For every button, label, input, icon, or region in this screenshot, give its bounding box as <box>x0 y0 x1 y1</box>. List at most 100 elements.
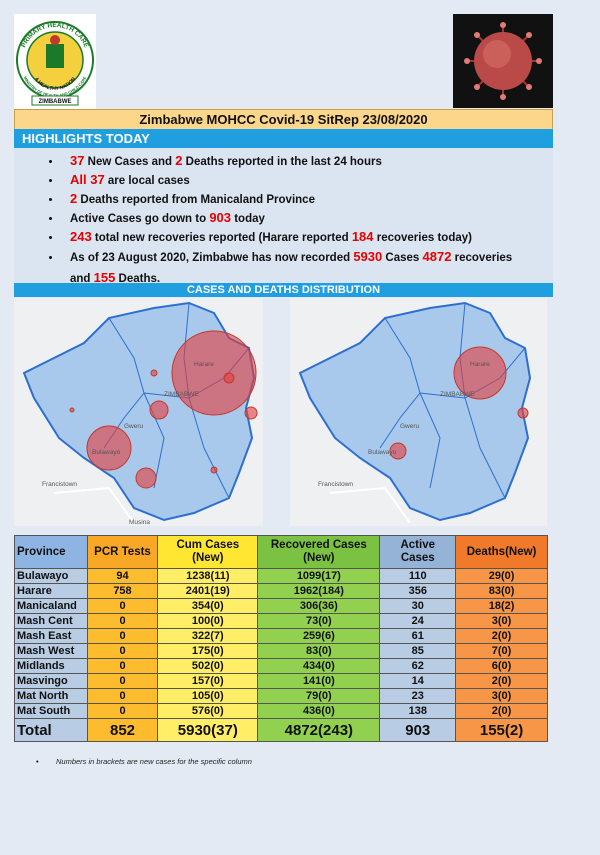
total-cell: 4872(243) <box>257 718 381 742</box>
highlight-number: 903 <box>209 210 232 225</box>
province-border <box>188 397 230 499</box>
total-cell: 155(2) <box>455 718 548 742</box>
highlight-number: 5930 <box>353 249 383 264</box>
column-header: PCR Tests <box>86 535 159 569</box>
highlight-number: 243 <box>70 229 92 244</box>
table-cell: Bulawayo <box>14 568 88 584</box>
table-cell: 175(0) <box>157 643 259 659</box>
logo-banner: ZIMBABWE <box>39 99 72 105</box>
table-cell: 79(0) <box>257 688 381 704</box>
map-label: Harare <box>194 361 214 368</box>
table-cell: 18(2) <box>455 598 548 614</box>
data-row: Mat South 0 576(0) 436(0) 138 2(0) <box>14 703 548 719</box>
table-cell: 30 <box>379 598 457 614</box>
table-cell: 1962(184) <box>257 583 381 599</box>
data-row: Mash Cent 0 100(0) 73(0) 24 3(0) <box>14 613 548 629</box>
highlight-number: 4872 <box>422 249 452 264</box>
case-bubble <box>517 407 529 419</box>
case-bubble <box>86 425 132 471</box>
table-cell: 576(0) <box>157 703 259 719</box>
table-cell: 758 <box>86 583 159 599</box>
table-cell: 61 <box>379 628 457 644</box>
table-cell: 94 <box>86 568 159 584</box>
footnote-bullet: • <box>36 757 39 766</box>
table-cell: Mash Cent <box>14 613 88 629</box>
table-cell: Mash West <box>14 643 88 659</box>
column-header: Province <box>14 535 88 569</box>
table-cell: Masvingo <box>14 673 88 689</box>
table-cell: Mat North <box>14 688 88 704</box>
table-cell: Midlands <box>14 658 88 674</box>
table-cell: 259(6) <box>257 628 381 644</box>
data-row: Manicaland 0 354(0) 306(36) 30 18(2) <box>14 598 548 614</box>
table-cell: Mat South <box>14 703 88 719</box>
table-cell: 7(0) <box>455 643 548 659</box>
bullet-text: recoveries and <box>70 252 516 285</box>
table-cell: 3(0) <box>455 613 548 629</box>
table-cell: 0 <box>86 613 159 629</box>
table-cell: 3(0) <box>455 688 548 704</box>
highlights-heading: HIGHLIGHTS TODAY <box>14 129 553 148</box>
table-cell: 138 <box>379 703 457 719</box>
map-label: Gweru <box>400 423 420 430</box>
bullet-item: 243 total new recoveries reported (Harar… <box>62 228 533 247</box>
maps: Harare ZIMBABWE Gweru Bulawayo Francistown Mu… <box>14 298 547 526</box>
map-label: Francistown <box>318 481 353 488</box>
table-cell: 83(0) <box>257 643 381 659</box>
footnote: Numbers in brackets are new cases for th… <box>56 757 252 766</box>
table-cell: 0 <box>86 703 159 719</box>
map-label: Bulawayo <box>368 449 397 456</box>
table-cell: 436(0) <box>257 703 381 719</box>
map-label: Gweru <box>124 423 144 430</box>
bullet-text: New Cases and <box>84 156 176 168</box>
table-cell: Harare <box>14 583 88 599</box>
column-header: Cum Cases (New) <box>157 535 259 569</box>
bullet-text: Active Cases go down to <box>70 213 210 225</box>
table-cell: 306(36) <box>257 598 381 614</box>
data-row: Midlands 0 502(0) 434(0) 62 6(0) <box>14 658 548 674</box>
data-row: Mash East 0 322(7) 259(6) 61 2(0) <box>14 628 548 644</box>
highlight-number: 2 <box>175 153 183 168</box>
bullet-text: Deaths. <box>115 273 161 285</box>
table-cell: 0 <box>86 598 159 614</box>
case-bubble <box>150 369 158 377</box>
case-bubble <box>210 466 218 474</box>
table-cell: 0 <box>86 673 159 689</box>
total-cell: Total <box>14 718 88 742</box>
virus-image <box>453 14 553 108</box>
table-cell: 322(7) <box>157 628 259 644</box>
data-row: Harare 758 2401(19) 1962(184) 356 83(0) <box>14 583 548 599</box>
table-cell: 0 <box>86 643 159 659</box>
map-label: ZIMBABWE <box>440 391 475 398</box>
total-cell: 852 <box>86 718 159 742</box>
bullet-text: Deaths reported in the last 24 hours <box>182 156 382 168</box>
case-bubble <box>453 346 507 400</box>
province-table: Province PCR Tests Cum Cases (New) Recovere… <box>14 535 548 742</box>
table-cell: 2401(19) <box>157 583 259 599</box>
highlight-number: 155 <box>93 270 116 285</box>
data-row: Bulawayo 94 1238(11) 1099(17) 110 29(0) <box>14 568 548 584</box>
table-cell: 110 <box>379 568 457 584</box>
bullet-list: 37 New Cases and 2 Deaths reported in th… <box>14 148 553 289</box>
data-row: Mat North 0 105(0) 79(0) 23 3(0) <box>14 688 548 704</box>
table-cell: 2(0) <box>455 628 548 644</box>
bullet-item: As of 23 August 2020, Zimbabwe has now r… <box>62 247 533 289</box>
table-cell: 2(0) <box>455 703 548 719</box>
title-bar: Zimbabwe MOHCC Covid-19 SitRep 23/08/202… <box>14 109 553 130</box>
total-cell: 903 <box>379 718 457 742</box>
bullet-item: Active Cases go down to 903 today <box>62 209 533 228</box>
header-row: Province PCR Tests Cum Cases (New) Recovere… <box>14 535 548 569</box>
logo: PRIMARY HEALTH CARE MINISTRY OF HEALTH A… <box>14 14 96 110</box>
case-bubble <box>149 400 169 420</box>
total-cell: 5930(37) <box>157 718 259 742</box>
table-cell: 105(0) <box>157 688 259 704</box>
map-label: ZIMBABWE <box>164 391 199 398</box>
case-bubble <box>69 407 75 413</box>
bullet-item: 2 Deaths reported from Manicaland Provin… <box>62 190 533 209</box>
table-cell: 62 <box>379 658 457 674</box>
table-cell: 2(0) <box>455 673 548 689</box>
highlight-number: 37 <box>70 153 85 168</box>
map: Harare ZIMBABWE Gweru Bulawayo Francistown <box>290 298 547 526</box>
table-cell: 73(0) <box>257 613 381 629</box>
